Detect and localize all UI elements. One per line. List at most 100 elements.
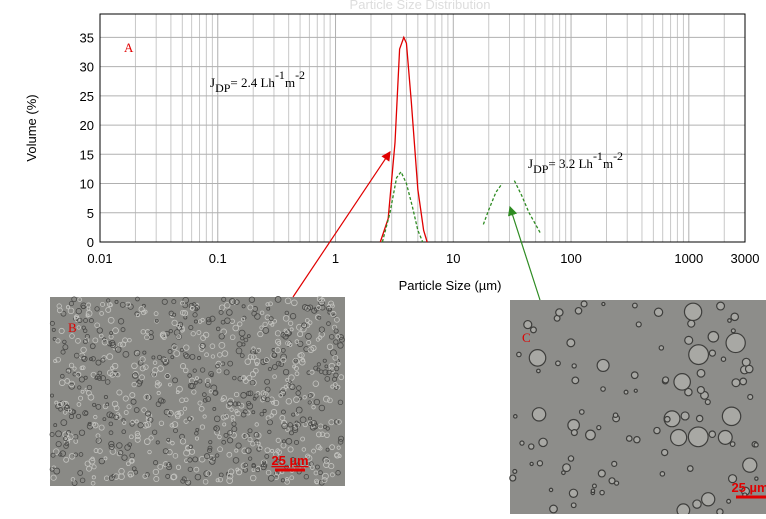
droplet xyxy=(280,356,287,363)
droplet xyxy=(155,401,162,407)
droplet xyxy=(153,476,160,483)
droplet xyxy=(208,440,213,445)
droplet xyxy=(580,300,588,308)
droplet xyxy=(233,391,240,398)
droplet xyxy=(267,429,272,435)
droplet xyxy=(63,443,69,449)
droplet xyxy=(215,360,222,367)
droplet xyxy=(130,419,135,425)
micrograph: C 25 µm xyxy=(509,300,766,518)
droplet xyxy=(226,451,233,458)
droplet xyxy=(570,502,577,509)
droplet xyxy=(613,480,620,486)
droplet xyxy=(289,475,295,481)
droplet xyxy=(63,456,70,463)
droplet xyxy=(303,346,310,352)
droplet xyxy=(326,343,334,351)
droplet xyxy=(147,449,152,455)
droplet xyxy=(536,368,541,374)
droplet xyxy=(143,438,151,445)
droplet xyxy=(271,364,278,370)
droplet xyxy=(152,360,158,365)
droplet xyxy=(218,472,224,478)
droplet xyxy=(59,373,65,379)
droplet xyxy=(686,465,694,472)
droplet xyxy=(62,344,69,351)
droplet xyxy=(254,422,259,427)
droplet xyxy=(528,349,547,367)
y-tick-label: 0 xyxy=(87,235,94,250)
droplet xyxy=(288,343,293,347)
droplet xyxy=(122,395,129,402)
droplet xyxy=(194,302,200,308)
y-tick-label: 30 xyxy=(80,60,94,75)
data-line xyxy=(482,180,542,234)
droplet xyxy=(280,478,285,483)
droplet xyxy=(275,458,280,463)
droplet xyxy=(326,369,332,376)
droplet xyxy=(209,373,214,378)
droplet xyxy=(311,422,319,430)
droplet xyxy=(272,318,278,324)
droplet xyxy=(108,443,115,451)
droplet xyxy=(241,317,246,322)
droplet xyxy=(247,428,253,434)
droplet xyxy=(244,358,252,365)
droplet xyxy=(291,424,299,431)
y-tick-label: 10 xyxy=(80,177,94,192)
droplet xyxy=(660,448,669,457)
droplet xyxy=(129,452,135,459)
droplet xyxy=(206,319,212,326)
droplet xyxy=(152,468,160,476)
droplet xyxy=(266,419,273,426)
droplet xyxy=(289,430,294,436)
droplet xyxy=(97,370,103,376)
droplet xyxy=(281,409,286,415)
droplet xyxy=(91,421,97,427)
droplet xyxy=(116,442,123,449)
droplet xyxy=(158,420,165,426)
droplet xyxy=(235,442,242,449)
droplet xyxy=(232,375,237,381)
droplet xyxy=(264,396,271,403)
droplet xyxy=(274,338,281,345)
droplet xyxy=(185,479,192,486)
droplet xyxy=(94,322,100,329)
droplet xyxy=(252,367,259,374)
droplet xyxy=(172,453,179,459)
droplet xyxy=(687,426,709,448)
droplet xyxy=(129,458,135,464)
droplet xyxy=(227,437,234,444)
droplet xyxy=(683,302,703,322)
droplet xyxy=(167,409,174,417)
droplet xyxy=(53,467,61,475)
droplet xyxy=(117,342,123,348)
droplet xyxy=(716,301,726,311)
droplet xyxy=(152,429,158,435)
droplet xyxy=(55,430,62,438)
annotation-part: m xyxy=(285,75,295,90)
droplet xyxy=(338,435,345,442)
droplet xyxy=(669,428,688,447)
droplet xyxy=(175,390,180,395)
droplet xyxy=(166,449,173,456)
pointer-arrow xyxy=(292,151,391,298)
droplet xyxy=(131,466,137,472)
droplet xyxy=(83,375,88,380)
droplet xyxy=(182,352,189,358)
droplet xyxy=(276,341,282,346)
droplet xyxy=(275,437,281,443)
droplet xyxy=(257,330,264,338)
droplet xyxy=(316,431,322,438)
droplet xyxy=(50,393,54,398)
droplet xyxy=(245,410,251,416)
droplet xyxy=(69,333,75,339)
droplet xyxy=(566,338,576,348)
droplet xyxy=(304,306,310,311)
droplet xyxy=(312,380,319,387)
droplet xyxy=(336,445,341,450)
droplet xyxy=(99,311,104,316)
droplet xyxy=(161,298,168,305)
droplet xyxy=(87,421,92,426)
droplet xyxy=(202,392,207,397)
